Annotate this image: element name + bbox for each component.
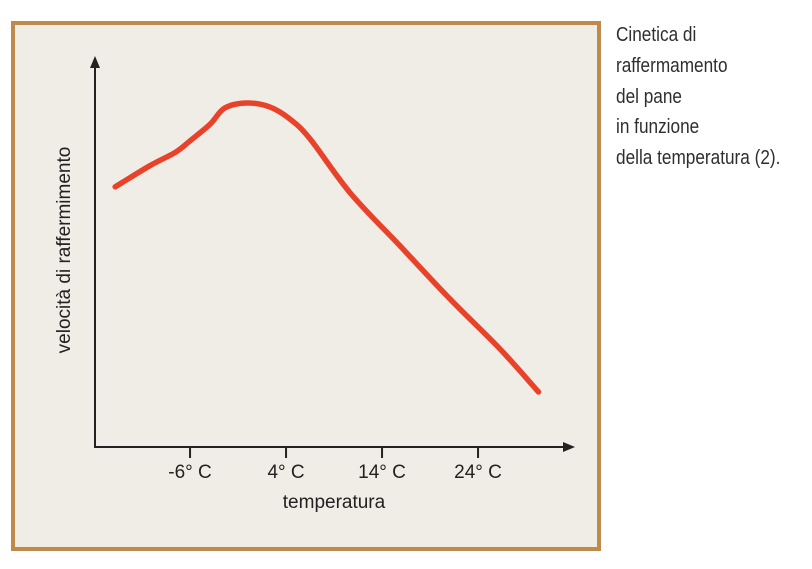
caption-line: della temperatura (2). xyxy=(616,147,781,170)
caption-line: in funzione xyxy=(616,116,700,139)
y-axis-label: velocità di raffermimento xyxy=(54,147,75,354)
x-tick-labels: -6° C 4° C 14° C 24° C xyxy=(168,462,502,483)
axes xyxy=(90,56,575,452)
x-axis-arrow-icon xyxy=(563,442,575,452)
y-axis-arrow-icon xyxy=(90,56,100,68)
caption-line: Cinetica di xyxy=(616,24,697,46)
x-tick-label: 4° C xyxy=(267,462,304,483)
caption-line: raffermamento xyxy=(616,54,728,77)
x-ticks xyxy=(189,447,480,458)
x-tick-label: -6° C xyxy=(168,462,212,483)
x-axis-label: temperatura xyxy=(283,492,386,513)
caption-line: del pane xyxy=(616,85,683,108)
x-tick-label: 14° C xyxy=(358,462,406,483)
chart-frame xyxy=(11,21,601,551)
x-tick-label: 24° C xyxy=(454,462,502,483)
series-line xyxy=(112,100,542,395)
series-group xyxy=(112,100,542,395)
figure-caption: Cinetica di raffermamento del pane in fu… xyxy=(616,20,812,174)
